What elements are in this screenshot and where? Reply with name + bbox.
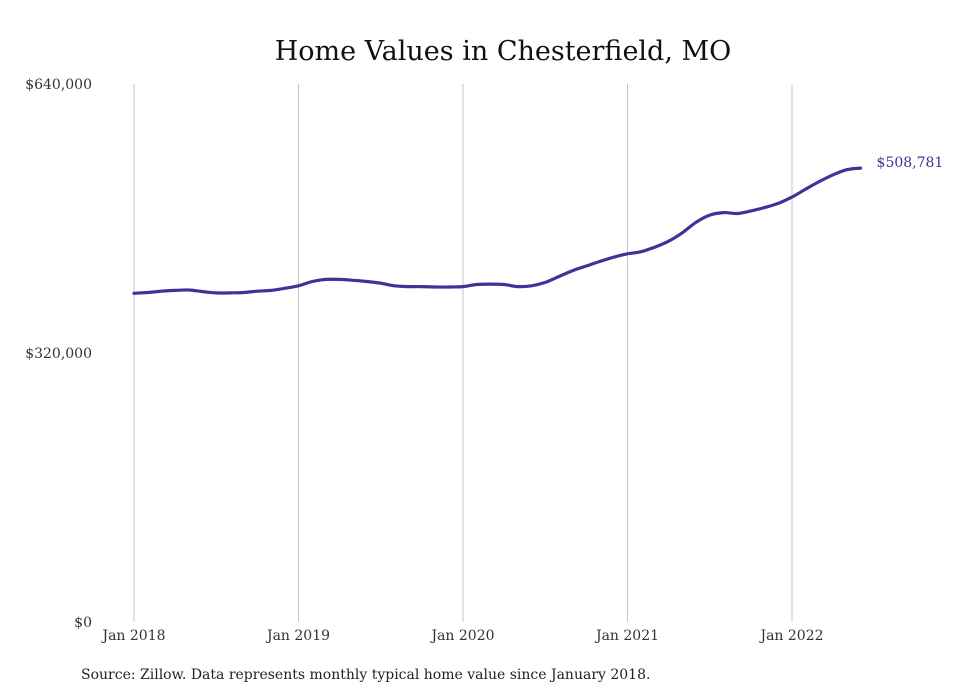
x-tick-label: Jan 2020 [429, 628, 494, 644]
x-tick-label: Jan 2019 [265, 628, 330, 644]
x-tick-label: Jan 2022 [758, 628, 823, 644]
gridlines [133, 84, 793, 622]
x-tick-label: Jan 2018 [100, 628, 165, 644]
y-tick-label: $320,000 [25, 346, 92, 362]
y-axis-ticks: $640,000 $320,000 $0 [25, 77, 92, 631]
y-tick-label: $640,000 [25, 77, 92, 93]
x-axis-ticks: Jan 2018 Jan 2019 Jan 2020 Jan 2021 Jan 2022 [100, 628, 823, 644]
source-note: Source: Zillow. Data represents monthly … [81, 667, 651, 683]
end-value-label: $508,781 [877, 155, 944, 171]
y-tick-label: $0 [74, 615, 92, 631]
line-chart: Home Values in Chesterfield, MO $640,000… [25, 36, 944, 644]
chart-title: Home Values in Chesterfield, MO [275, 36, 732, 67]
series-line [132, 166, 863, 295]
x-tick-label: Jan 2021 [594, 628, 659, 644]
